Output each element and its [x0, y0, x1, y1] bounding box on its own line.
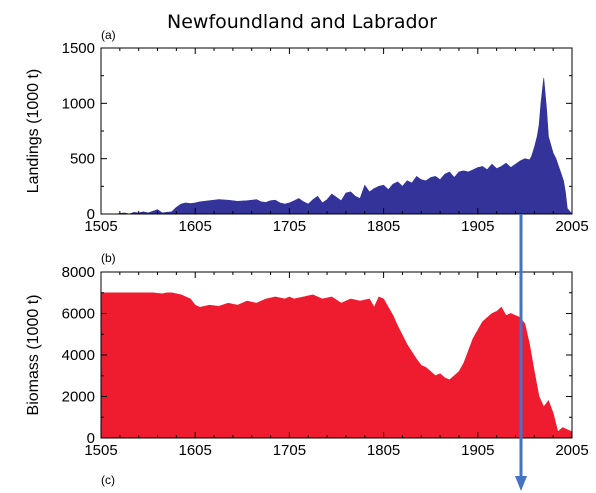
biomass-x-tick-label: 1505: [84, 442, 117, 459]
arrow-head: [515, 476, 527, 491]
landings-y-tick-label: 1500: [62, 40, 95, 57]
biomass-y-tick-label: 6000: [62, 306, 95, 323]
collapse-arrow: [515, 214, 527, 491]
figure-title: Newfoundland and Labrador: [167, 11, 437, 33]
biomass-x-tick-label: 2005: [555, 442, 588, 459]
landings-plot-area: [101, 77, 573, 215]
biomass-y-tick-label: 0: [87, 430, 95, 447]
biomass-x-tick-label: 1905: [461, 442, 494, 459]
landings-panel: (a) 1505 1605 1705 1805 1905 2005 0 500 1000 1500…: [25, 28, 589, 235]
biomass-y-tick-label: 8000: [62, 264, 95, 281]
landings-y-tick-label: 1000: [62, 95, 95, 112]
landings-y-tick-label: 0: [87, 206, 95, 223]
biomass-panel: (b) 1505 1605 1705 1805 1905 2005 0 2000 4000 600…: [25, 251, 589, 459]
landings-x-tick-label: 1805: [367, 218, 400, 235]
biomass-y-tick-label: 2000: [62, 389, 95, 406]
biomass-x-tick-label: 1605: [179, 442, 212, 459]
landings-y-axis-label: Landings (1000 t): [25, 69, 42, 194]
biomass-series-area: [100, 292, 573, 439]
landings-x-tick-label: 2005: [555, 218, 588, 235]
landings-x-tick-label: 1705: [273, 218, 306, 235]
panel-a-label: (a): [101, 28, 116, 42]
landings-y-tick-label: 500: [70, 151, 95, 168]
panel-c-label: (c): [101, 473, 115, 487]
biomass-y-tick-label: 4000: [62, 347, 95, 364]
panel-b-label: (b): [101, 251, 116, 265]
landings-x-tick-label: 1605: [179, 218, 212, 235]
biomass-plot-area: [100, 292, 573, 439]
landings-series-area: [101, 77, 573, 215]
landings-x-tick-label: 1505: [84, 218, 117, 235]
landings-x-tick-label: 1905: [461, 218, 494, 235]
landings-axes: 1505 1605 1705 1805 1905 2005 0 500 1000 1500: [62, 40, 589, 235]
biomass-x-tick-label: 1805: [367, 442, 400, 459]
biomass-y-axis-label: Biomass (1000 t): [25, 295, 42, 416]
biomass-x-tick-label: 1705: [273, 442, 306, 459]
biomass-axes: 1505 1605 1705 1805 1905 2005 0 2000 4000 6000 800…: [62, 264, 589, 459]
